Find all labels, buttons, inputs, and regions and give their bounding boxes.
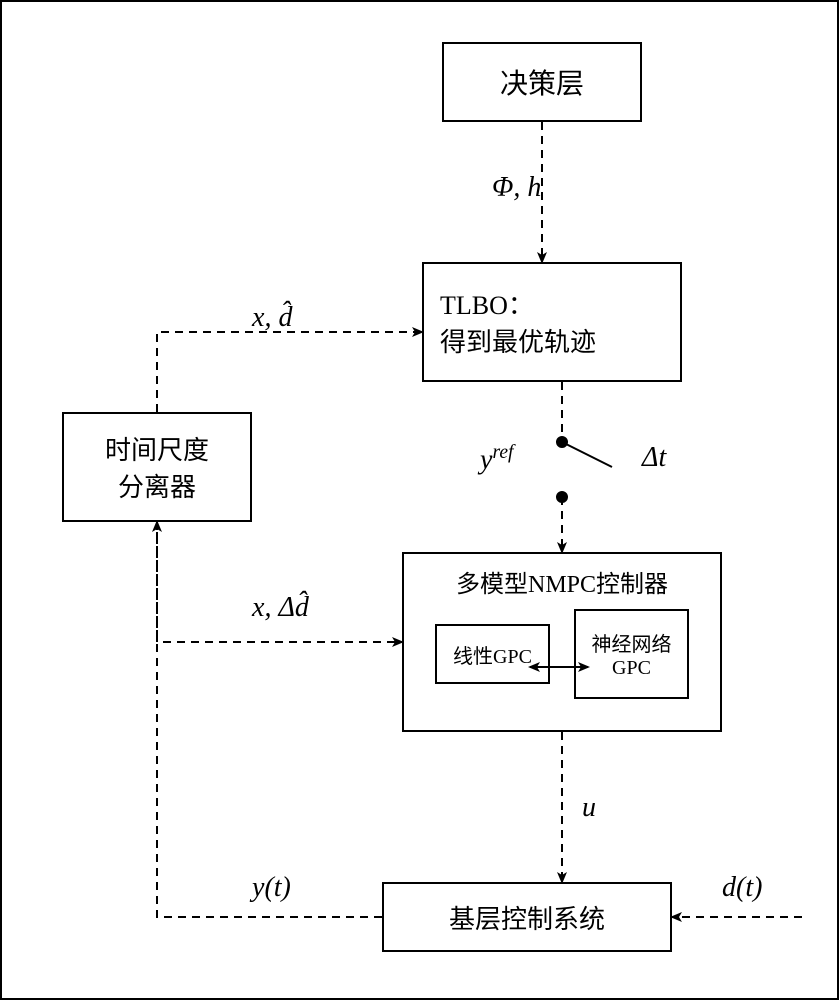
node-base: 基层控制系统 bbox=[382, 882, 672, 952]
node-nmpc-nn-line2: GPC bbox=[612, 657, 651, 680]
label-yref: yref bbox=[480, 442, 513, 476]
label-u: u bbox=[582, 792, 596, 824]
node-nmpc: 多模型NMPC控制器 线性GPC 神经网络 GPC bbox=[402, 552, 722, 732]
label-x-dhat: x, d̂ bbox=[252, 302, 292, 334]
node-tlbo-line1: TLBO： bbox=[440, 285, 534, 322]
label-x-ddhat: x, Δd̂ bbox=[252, 592, 309, 624]
node-nmpc-linear-label: 线性GPC bbox=[453, 640, 532, 669]
diagram-canvas: 决策层 TLBO： 得到最优轨迹 时间尺度 分离器 多模型NMPC控制器 线性G… bbox=[0, 0, 839, 1000]
node-nmpc-linear: 线性GPC bbox=[435, 624, 550, 684]
label-y-t: y(t) bbox=[252, 872, 291, 904]
node-tlbo: TLBO： 得到最优轨迹 bbox=[422, 262, 682, 382]
node-tlbo-line2: 得到最优轨迹 bbox=[440, 322, 596, 359]
node-separator: 时间尺度 分离器 bbox=[62, 412, 252, 522]
label-phi-h: Φ, h bbox=[492, 172, 541, 204]
node-nmpc-nn: 神经网络 GPC bbox=[574, 609, 689, 699]
label-d-t: d(t) bbox=[722, 872, 762, 904]
node-nmpc-title: 多模型NMPC控制器 bbox=[456, 564, 668, 599]
node-decision: 决策层 bbox=[442, 42, 642, 122]
node-base-label: 基层控制系统 bbox=[449, 899, 605, 936]
node-separator-line2: 分离器 bbox=[118, 467, 196, 504]
node-decision-label: 决策层 bbox=[500, 62, 584, 102]
node-separator-line1: 时间尺度 bbox=[105, 430, 209, 467]
node-nmpc-nn-line1: 神经网络 bbox=[592, 628, 672, 657]
label-delta-t: Δt bbox=[642, 442, 666, 474]
